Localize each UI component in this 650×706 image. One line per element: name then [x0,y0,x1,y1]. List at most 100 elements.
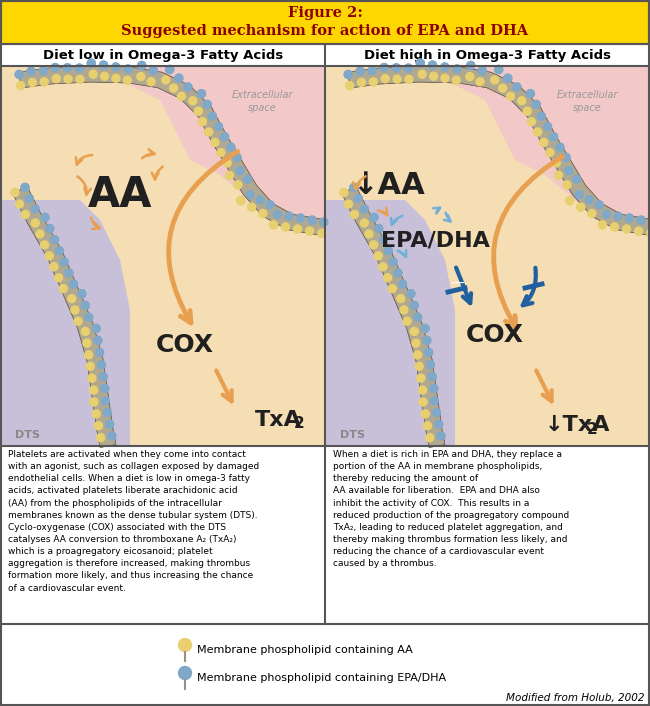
Circle shape [513,83,521,91]
Circle shape [354,195,362,203]
Circle shape [112,63,120,71]
Circle shape [603,210,610,218]
Circle shape [270,221,278,229]
Circle shape [417,374,425,382]
Circle shape [103,409,111,417]
Circle shape [417,374,425,382]
Polygon shape [19,66,326,236]
Circle shape [59,285,68,292]
Circle shape [99,373,107,381]
Circle shape [614,213,622,220]
Circle shape [534,128,541,136]
Circle shape [360,205,368,213]
Circle shape [518,97,526,104]
Circle shape [40,241,49,249]
Circle shape [281,223,289,231]
Circle shape [407,289,415,298]
Circle shape [203,100,211,109]
Circle shape [360,219,369,227]
Circle shape [556,143,564,151]
Circle shape [112,63,120,71]
Circle shape [88,374,96,382]
Circle shape [308,216,316,224]
Circle shape [419,398,427,406]
Circle shape [418,70,426,78]
Circle shape [403,317,411,325]
Circle shape [211,138,219,146]
Circle shape [354,195,362,203]
Circle shape [31,219,39,227]
Circle shape [150,67,157,75]
Circle shape [523,107,531,115]
Circle shape [162,76,170,84]
Text: Platelets are activated when they come into contact
with an agonist, such as col: Platelets are activated when they come i… [8,450,259,592]
Circle shape [413,351,422,359]
Circle shape [649,218,650,226]
Circle shape [393,64,400,72]
Circle shape [76,76,84,83]
Circle shape [138,61,146,69]
Circle shape [393,75,401,83]
Circle shape [74,317,82,325]
Circle shape [421,410,429,418]
Circle shape [380,64,388,71]
Circle shape [368,67,376,75]
Circle shape [394,269,402,277]
Circle shape [184,83,192,91]
Circle shape [647,229,650,237]
Circle shape [227,143,235,151]
Circle shape [623,225,630,233]
Circle shape [124,65,132,73]
Circle shape [88,374,96,382]
Circle shape [94,336,102,345]
Circle shape [350,184,358,191]
Circle shape [98,361,105,369]
Circle shape [285,213,293,220]
Circle shape [184,83,192,91]
Circle shape [29,78,36,86]
Polygon shape [342,186,445,448]
Circle shape [565,167,573,175]
Circle shape [208,112,216,120]
Text: DTS: DTS [15,430,40,440]
Circle shape [246,191,254,198]
Circle shape [101,385,109,393]
Circle shape [68,294,75,303]
Circle shape [430,72,437,80]
Circle shape [137,73,145,80]
Circle shape [421,410,429,418]
Circle shape [527,118,536,126]
Circle shape [424,349,432,357]
Circle shape [90,386,97,394]
Circle shape [637,216,645,224]
Circle shape [266,201,274,209]
Circle shape [27,67,35,76]
Circle shape [526,90,534,97]
Circle shape [40,241,49,249]
Circle shape [105,420,114,428]
Circle shape [532,100,540,109]
Circle shape [294,225,302,233]
Circle shape [410,301,418,309]
Circle shape [318,229,326,237]
Circle shape [46,225,54,232]
Circle shape [424,421,432,430]
Circle shape [577,203,585,211]
Circle shape [147,78,155,85]
Circle shape [55,274,62,282]
Circle shape [11,189,19,196]
Circle shape [396,294,405,303]
Circle shape [70,280,77,288]
Polygon shape [1,200,130,446]
Text: When a diet is rich in EPA and DHA, they replace a
portion of the AA in membrane: When a diet is rich in EPA and DHA, they… [333,450,569,568]
Polygon shape [325,200,455,446]
Circle shape [208,112,216,120]
Circle shape [124,76,131,84]
Circle shape [374,252,382,260]
Circle shape [344,71,352,78]
Circle shape [226,172,233,179]
Circle shape [478,67,486,75]
Circle shape [248,203,255,211]
Circle shape [217,148,225,157]
Circle shape [543,123,551,131]
